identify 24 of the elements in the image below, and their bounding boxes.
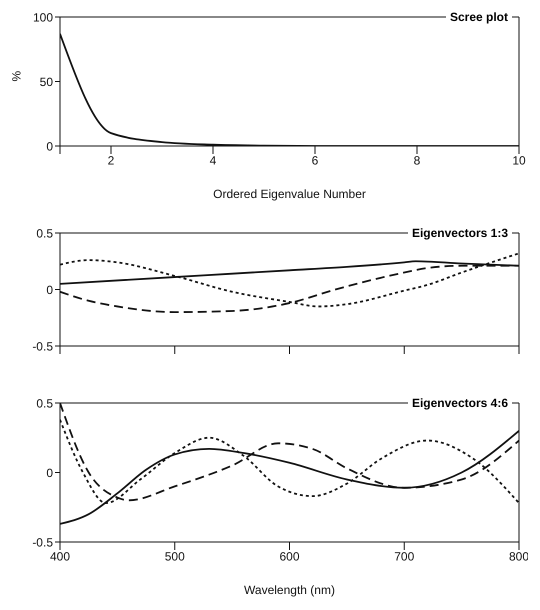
x-axis-title: Wavelength (nm) [244, 583, 335, 597]
x-tick-label: 4 [210, 154, 217, 168]
chart-title: Eigenvectors 4:6 [408, 396, 512, 410]
y-tick-label: 50 [40, 74, 54, 89]
x-tick-label: 500 [164, 550, 186, 564]
y-tick-label: -0.5 [32, 535, 54, 550]
x-tick-label: 6 [312, 154, 319, 168]
x-tick-label: 700 [394, 550, 415, 564]
y-tick-label: -0.5 [32, 339, 54, 354]
x-tick-label: 400 [50, 550, 70, 564]
y-tick-label: 0.5 [36, 226, 54, 240]
x-tick-label: 2 [108, 154, 115, 168]
y-tick-label: 0 [46, 139, 54, 154]
y-tick-label: 100 [32, 10, 54, 24]
y-tick-label: 0.5 [36, 396, 54, 410]
chart-title: Scree plot [446, 10, 512, 24]
chart-title: Eigenvectors 1:3 [408, 226, 512, 240]
y-axis-title: % [9, 70, 24, 82]
x-tick-label: 600 [279, 550, 300, 564]
x-axis-title: Ordered Eigenvalue Number [213, 187, 366, 201]
y-tick-label: 0 [46, 466, 54, 480]
x-tick-label: 10 [512, 154, 526, 168]
x-tick-label: 8 [414, 154, 421, 168]
y-tick-label: 0 [46, 282, 54, 297]
